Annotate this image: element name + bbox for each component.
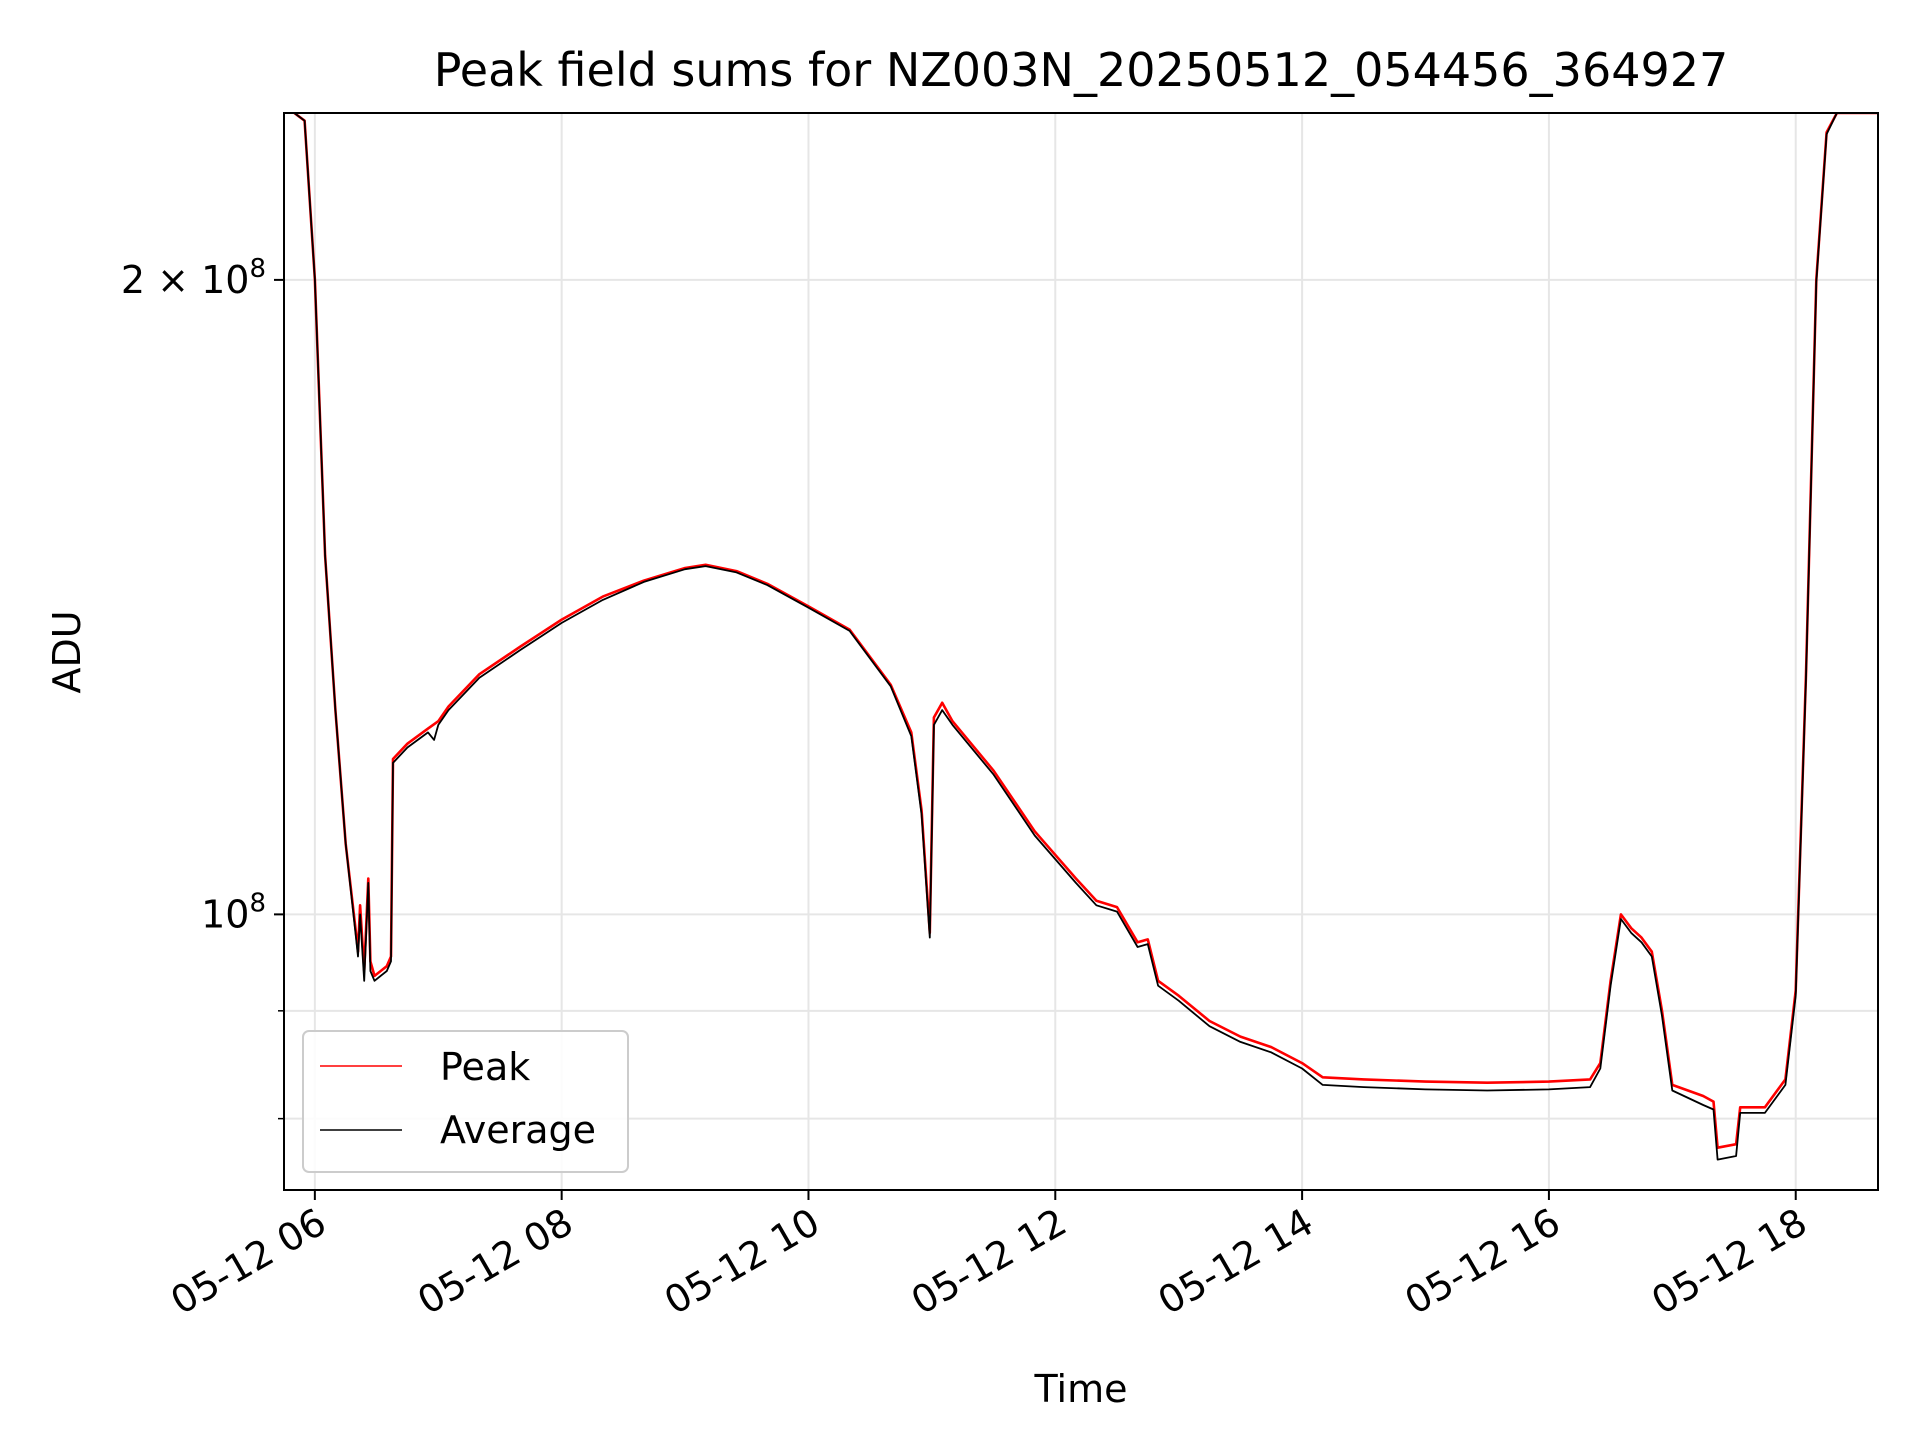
legend-label-average: Average	[440, 1108, 596, 1152]
grid-layer	[284, 113, 1878, 1190]
y-tick-label: 108	[201, 888, 266, 936]
series-line-average	[293, 113, 1878, 1161]
y-tick-label: 2 × 108	[121, 254, 266, 302]
plot-frame	[283, 112, 1879, 1191]
series-line-peak	[293, 113, 1878, 1149]
legend: Peak Average	[302, 1030, 629, 1173]
series-layer	[293, 113, 1878, 1161]
y-axis-title: ADU	[45, 610, 89, 693]
x-axis-title: Time	[1034, 1367, 1128, 1411]
legend-label-peak: Peak	[440, 1045, 530, 1089]
chart-title: Peak field sums for NZ003N_20250512_0544…	[434, 43, 1729, 97]
